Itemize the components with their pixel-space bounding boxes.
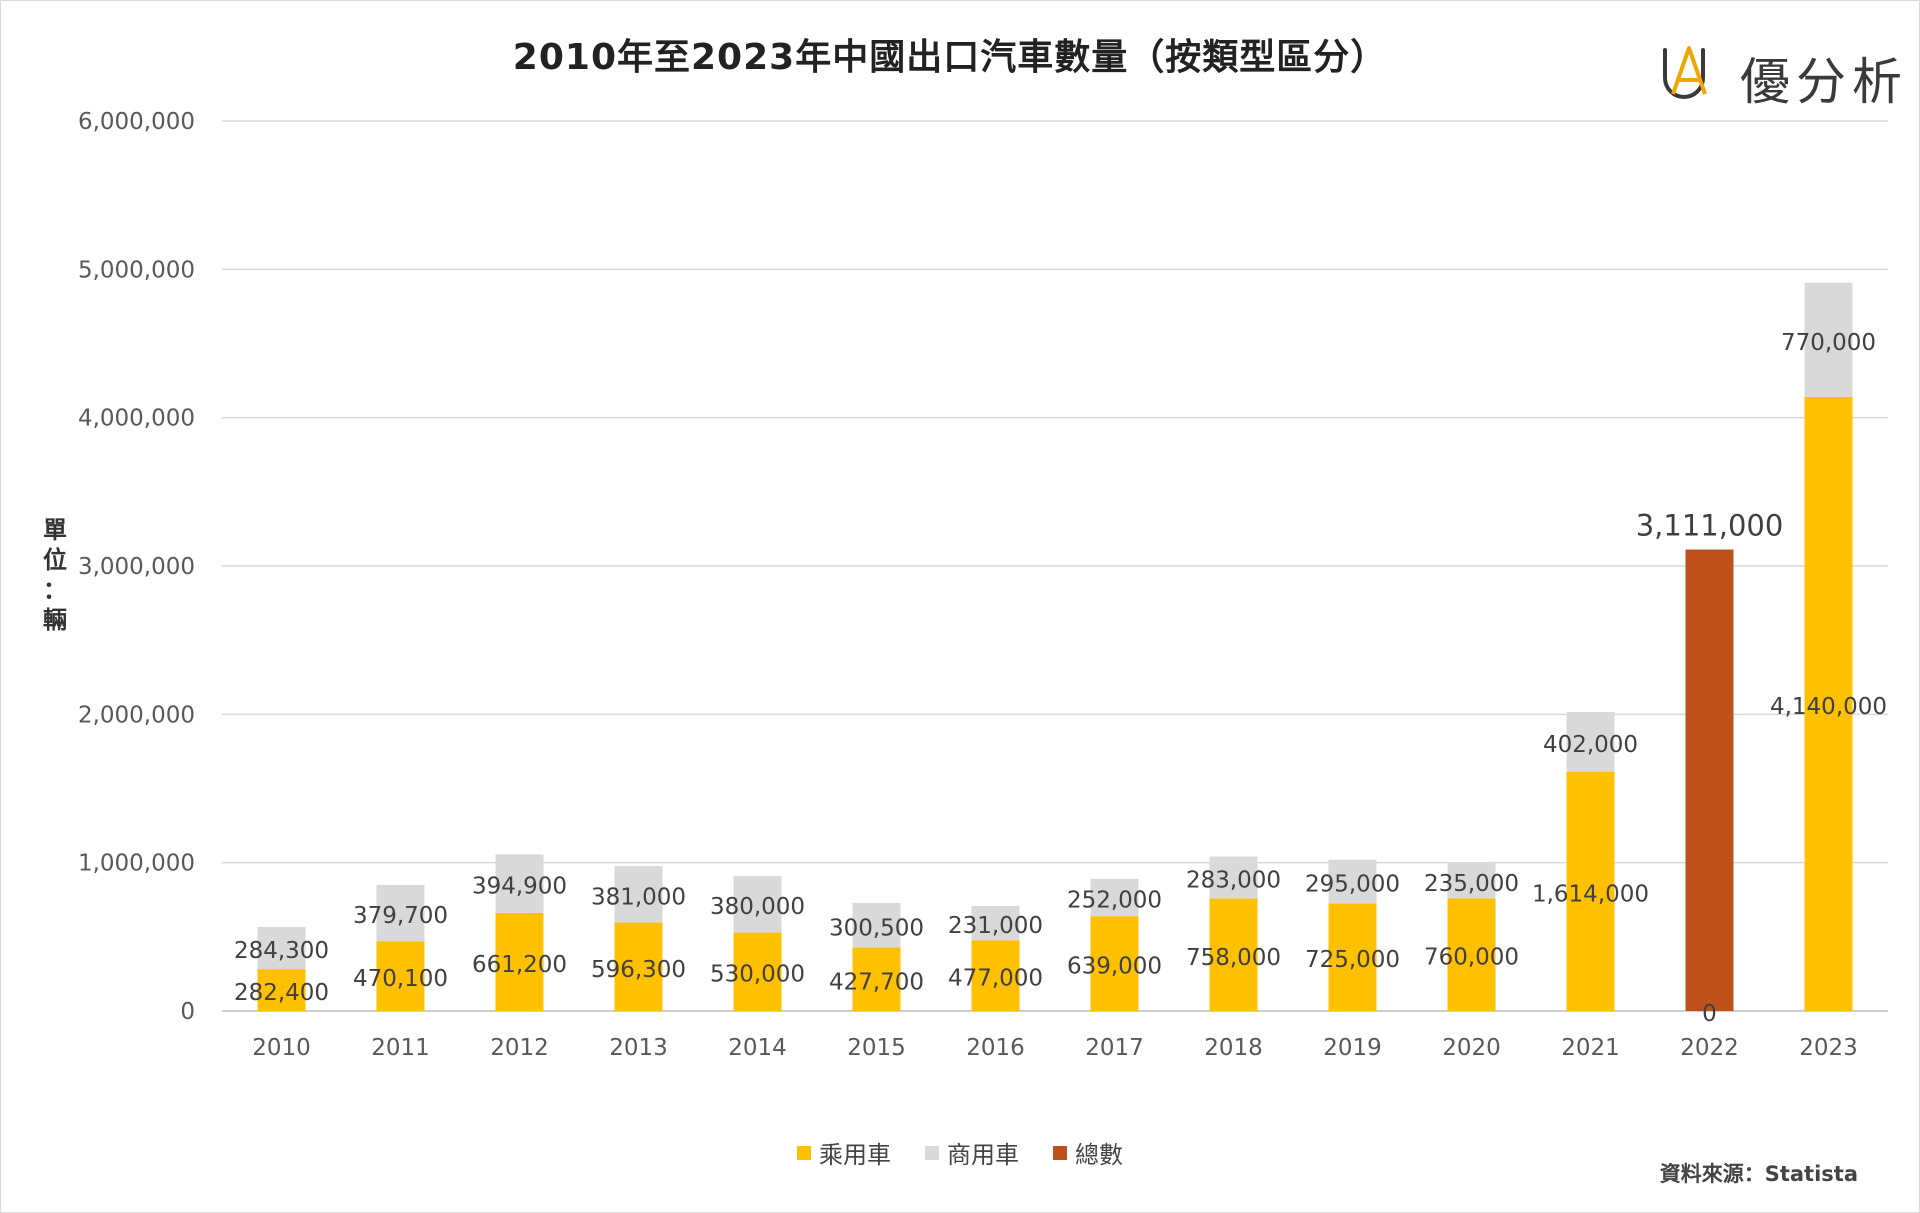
logo-text: 優分析 (1740, 53, 1908, 111)
bar-passenger (1804, 396, 1853, 1011)
data-label-passenger: 4,140,000 (1770, 694, 1887, 720)
x-tick-label: 2012 (490, 1035, 549, 1061)
x-tick-label: 2020 (1442, 1035, 1501, 1061)
data-label-commercial: 284,300 (234, 938, 329, 964)
bar-passenger (614, 922, 663, 1011)
y-unit-char: 輛 (43, 606, 67, 634)
legend-item-commercial: 商用車 (925, 1135, 1019, 1170)
y-unit-char: 位 (43, 546, 67, 574)
data-label-passenger: 758,000 (1186, 945, 1281, 971)
legend-label: 總數 (1075, 1141, 1123, 1169)
data-label-commercial: 380,000 (710, 894, 805, 920)
data-label-total: 3,111,000 (1636, 509, 1784, 543)
data-label-passenger: 596,300 (591, 957, 686, 983)
x-tick-label: 2021 (1561, 1035, 1620, 1061)
data-label-commercial: 231,000 (948, 913, 1043, 939)
bar-commercial (852, 902, 901, 948)
y-unit-char: 單 (43, 516, 67, 544)
bar-passenger (1090, 916, 1139, 1011)
bar-commercial (1209, 856, 1258, 899)
data-label-commercial: 295,000 (1305, 872, 1400, 898)
data-label-commercial: 402,000 (1543, 732, 1638, 758)
bar-commercial (971, 905, 1020, 941)
legend-item-passenger: 乘用車 (797, 1135, 891, 1170)
y-tick-label: 0 (180, 999, 195, 1025)
y-tick-label: 5,000,000 (78, 257, 195, 283)
logo-mark-icon (1663, 46, 1707, 99)
x-tick-label: 2022 (1680, 1035, 1739, 1061)
x-tick-label: 2014 (728, 1035, 787, 1061)
source-note: 資料來源：Statista (1659, 1162, 1858, 1186)
bar-passenger (971, 940, 1020, 1011)
bar-commercial (614, 866, 663, 923)
x-tick-label: 2017 (1085, 1035, 1144, 1061)
data-label-commercial: 283,000 (1186, 868, 1281, 894)
y-tick-label: 6,000,000 (78, 109, 195, 135)
bar-commercial (376, 884, 425, 942)
bar-commercial (1447, 863, 1496, 899)
x-tick-label: 2011 (371, 1035, 430, 1061)
data-label-commercial: 394,900 (472, 874, 567, 900)
legend-swatch-total (1053, 1145, 1067, 1160)
x-tick-label: 2019 (1323, 1035, 1382, 1061)
bar-commercial (495, 854, 544, 913)
bar-passenger (376, 941, 425, 1011)
data-label-commercial: 381,000 (591, 884, 686, 910)
data-label-passenger: 477,000 (948, 966, 1043, 992)
bar-passenger (733, 932, 782, 1011)
x-tick-label: 2013 (609, 1035, 668, 1061)
y-tick-label: 4,000,000 (78, 406, 195, 432)
x-tick-label: 2010 (252, 1035, 311, 1061)
data-label-passenger: 282,400 (234, 980, 329, 1006)
bar-passenger (852, 947, 901, 1011)
data-label-passenger: 760,000 (1424, 945, 1519, 971)
data-label-commercial: 770,000 (1781, 330, 1876, 356)
data-label-passenger: 0 (1702, 1001, 1717, 1027)
data-label-commercial: 300,500 (829, 915, 924, 941)
bar-commercial (1804, 282, 1853, 397)
data-label-commercial: 379,700 (353, 903, 448, 929)
legend-label: 乘用車 (819, 1141, 891, 1169)
bar-total (1685, 549, 1734, 1011)
y-tick-label: 2,000,000 (78, 702, 195, 728)
bar-commercial (1328, 859, 1377, 904)
bar-passenger (257, 969, 306, 1011)
x-tick-label: 2016 (966, 1035, 1025, 1061)
legend-item-total: 總數 (1053, 1135, 1123, 1170)
bar-commercial (1566, 711, 1615, 772)
data-label-commercial: 235,000 (1424, 871, 1519, 897)
logo: 優分析 (1645, 28, 1902, 118)
legend: 乘用車 商用車 總數 (0, 1135, 1920, 1170)
bar-passenger (495, 912, 544, 1011)
data-label-passenger: 1,614,000 (1532, 881, 1649, 907)
y-axis-unit-label: 單 位 ： 輛 (40, 515, 70, 635)
x-tick-label: 2015 (847, 1035, 906, 1061)
bar-passenger (1447, 898, 1496, 1011)
bar-passenger (1328, 903, 1377, 1011)
y-tick-label: 3,000,000 (78, 554, 195, 580)
chart-title: 2010年至2023年中國出口汽車數量（按類型區分） (512, 37, 1388, 78)
data-label-passenger: 530,000 (710, 962, 805, 988)
legend-label: 商用車 (947, 1141, 1019, 1169)
bar-commercial (257, 926, 306, 970)
legend-swatch-passenger (797, 1145, 811, 1160)
data-label-passenger: 725,000 (1305, 947, 1400, 973)
data-label-passenger: 470,100 (353, 966, 448, 992)
data-label-passenger: 661,200 (472, 952, 567, 978)
x-tick-label: 2018 (1204, 1035, 1263, 1061)
x-tick-label: 2023 (1799, 1035, 1858, 1061)
data-label-passenger: 427,700 (829, 969, 924, 995)
bar-passenger (1566, 771, 1615, 1011)
y-unit-char: ： (43, 576, 67, 604)
data-label-passenger: 639,000 (1067, 954, 1162, 980)
bar-passenger (1209, 898, 1258, 1011)
y-tick-label: 1,000,000 (78, 851, 195, 877)
data-label-commercial: 252,000 (1067, 888, 1162, 914)
legend-swatch-commercial (925, 1145, 939, 1160)
bar-commercial (733, 876, 782, 933)
bar-commercial (1090, 878, 1139, 917)
